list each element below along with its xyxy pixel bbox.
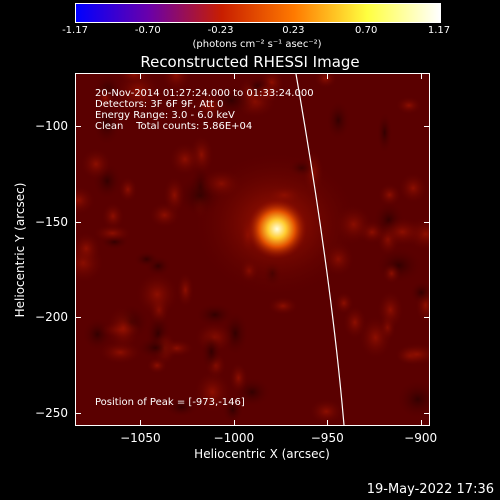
texture-blob	[376, 290, 405, 330]
x-tick-label: −900	[404, 431, 438, 445]
x-tick-label: −1050	[120, 431, 161, 445]
texture-blob	[200, 330, 223, 373]
y-tick-label: −150	[35, 214, 68, 229]
texture-blob	[380, 216, 425, 247]
info-time-range: 20-Nov-2014 01:27:24.000 to 01:33:24.000	[95, 88, 314, 99]
texture-blob	[193, 93, 227, 118]
texture-blob	[101, 201, 125, 231]
texture-blob	[313, 74, 338, 89]
texture-blob	[135, 271, 180, 318]
colorbar-tick-label: 0.23	[282, 25, 305, 36]
y-tick-mark	[75, 221, 81, 223]
texture-blob	[136, 336, 175, 359]
texture-blob	[377, 183, 402, 207]
texture-blob	[376, 111, 393, 155]
texture-blob	[115, 74, 162, 116]
y-tick-mark	[75, 317, 81, 319]
x-tick-mark	[327, 420, 329, 426]
x-tick-mark	[233, 420, 235, 426]
info-peak-position: Position of Peak = [-973,-146]	[95, 397, 245, 408]
x-tick-label: −1000	[213, 431, 255, 445]
texture-blob	[228, 362, 249, 394]
x-tick-mark	[420, 420, 422, 426]
info-energy-range: Energy Range: 3.0 - 6.0 keV	[95, 110, 235, 121]
solar-limb	[295, 74, 345, 425]
texture-blob	[267, 296, 299, 316]
y-tick-label: −100	[35, 119, 68, 134]
texture-blob	[176, 271, 195, 309]
info-detectors: Detectors: 3F 6F 9F, Att 0	[95, 99, 224, 110]
texture-blob	[161, 74, 192, 94]
y-tick-mark	[424, 317, 430, 319]
texture-blob	[308, 398, 344, 425]
texture-blob	[395, 96, 423, 115]
colorbar-unit-label: (photons cm⁻² s⁻¹ asec⁻²)	[192, 39, 322, 50]
texture-blob	[105, 304, 141, 352]
colorbar-tick-label: -0.23	[207, 25, 234, 36]
texture-blob	[164, 396, 199, 418]
texture-blob	[394, 342, 429, 366]
texture-blob	[168, 142, 202, 177]
texture-blob	[118, 176, 138, 203]
rhessi-image	[76, 74, 429, 425]
y-tick-mark	[424, 412, 430, 414]
y-tick-mark	[75, 412, 81, 414]
texture-blob	[326, 100, 351, 141]
colorbar-tick-label: 0.70	[355, 25, 378, 36]
y-axis-label: Heliocentric Y (arcsec)	[13, 182, 27, 318]
colorbar	[75, 3, 441, 23]
x-axis-label: Heliocentric X (arcsec)	[194, 447, 330, 461]
x-tick-mark	[140, 73, 142, 79]
texture-blob	[193, 370, 232, 414]
x-tick-label: −950	[310, 431, 344, 445]
texture-blob	[409, 280, 429, 305]
x-tick-mark	[420, 73, 422, 79]
y-tick-label: −200	[35, 310, 68, 325]
datestamp: 19-May-2022 17:36	[366, 482, 494, 497]
y-tick-mark	[75, 126, 81, 128]
y-tick-label: −250	[35, 405, 68, 420]
x-tick-mark	[233, 73, 235, 79]
colorbar-tick-label: -1.17	[62, 25, 88, 36]
x-tick-mark	[327, 73, 329, 79]
texture-blob	[116, 74, 153, 84]
texture-blob	[382, 262, 401, 285]
texture-blob	[76, 185, 96, 216]
texture-blob	[92, 224, 133, 243]
x-tick-mark	[140, 420, 142, 426]
y-tick-mark	[424, 126, 430, 128]
colorbar-tick-label: -0.70	[134, 25, 161, 36]
solar-image-plot: 20-Nov-2014 01:27:24.000 to 01:33:24.000…	[75, 73, 430, 426]
texture-blob	[80, 147, 112, 181]
flare-source	[247, 199, 307, 259]
colorbar-tick-label: 1.17	[427, 25, 451, 36]
texture-blob	[396, 379, 429, 420]
y-tick-mark	[424, 221, 430, 223]
texture-blob	[251, 82, 283, 103]
texture-blob	[398, 172, 429, 204]
texture-blob	[133, 250, 160, 268]
texture-blob	[92, 100, 121, 147]
info-clean-counts: Clean Total counts: 5.86E+04	[95, 121, 253, 132]
texture-blob	[76, 231, 102, 266]
image-title: Reconstructed RHESSI Image	[140, 53, 360, 71]
